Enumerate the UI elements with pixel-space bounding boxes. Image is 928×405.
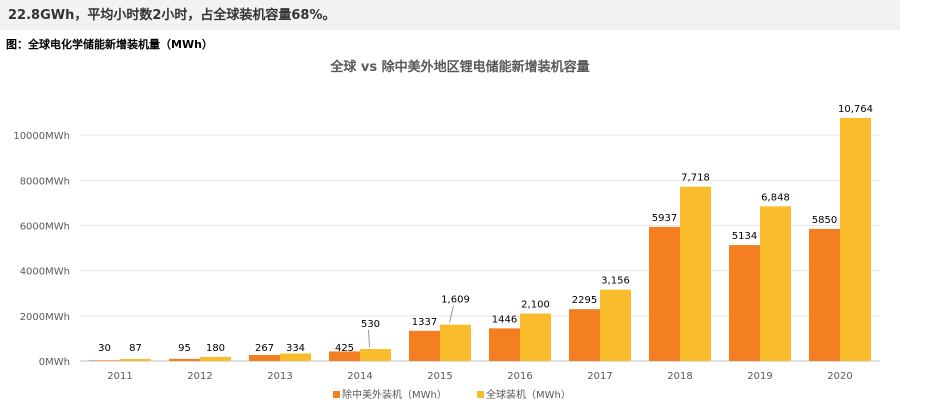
data-label: 5134 xyxy=(732,231,757,242)
bar-global[interactable] xyxy=(680,186,711,361)
intro-band xyxy=(0,0,900,30)
x-tick-label: 2013 xyxy=(267,371,292,382)
legend-swatch xyxy=(477,391,484,398)
x-tick-label: 2012 xyxy=(187,371,212,382)
data-label: 530 xyxy=(361,319,380,330)
y-tick-label: 8000MWh xyxy=(20,176,70,187)
x-tick-label: 2017 xyxy=(587,371,612,382)
bar-global[interactable] xyxy=(200,356,231,361)
data-label-leader xyxy=(368,330,370,348)
y-tick-label: 6000MWh xyxy=(20,222,70,233)
data-label: 425 xyxy=(335,343,354,354)
figure-caption: 图：全球电化学储能新增装机量（MWh） xyxy=(6,38,213,51)
bar-global[interactable] xyxy=(840,117,871,362)
data-label: 267 xyxy=(255,343,274,354)
data-label: 95 xyxy=(178,343,191,354)
data-label: 7,718 xyxy=(681,173,710,184)
x-tick-label: 2020 xyxy=(827,371,852,382)
x-tick-label: 2014 xyxy=(347,371,372,382)
bar-excl-china-us[interactable] xyxy=(249,354,280,361)
data-label: 1,609 xyxy=(441,295,470,306)
data-label: 1446 xyxy=(492,314,517,325)
data-label: 5850 xyxy=(812,215,837,226)
bar-global[interactable] xyxy=(280,353,311,361)
legend-swatch xyxy=(333,391,340,398)
data-label: 87 xyxy=(129,343,142,354)
x-tick-label: 2011 xyxy=(107,371,132,382)
bar-global[interactable] xyxy=(520,313,551,361)
x-tick-label: 2018 xyxy=(667,371,692,382)
legend-excl-china-us: 除中美外装机（MWh） xyxy=(342,388,447,401)
bar-global[interactable] xyxy=(600,289,631,361)
bar-global[interactable] xyxy=(360,349,391,361)
x-tick-label: 2019 xyxy=(747,371,772,382)
bar-excl-china-us[interactable] xyxy=(169,358,200,361)
bar-global[interactable] xyxy=(120,359,151,361)
data-label: 2,100 xyxy=(521,300,550,311)
bar-global[interactable] xyxy=(440,324,471,361)
data-label: 1337 xyxy=(412,317,437,328)
data-label: 2295 xyxy=(572,295,597,306)
bar-excl-china-us[interactable] xyxy=(729,245,760,361)
chart-title: 全球 vs 除中美外地区锂电储能新增装机容量 xyxy=(329,59,589,75)
data-label: 6,848 xyxy=(761,192,790,203)
bar-excl-china-us[interactable] xyxy=(649,226,680,361)
y-tick-label: 10000MWh xyxy=(13,131,70,142)
data-label-leader xyxy=(449,305,454,323)
bar-excl-china-us[interactable] xyxy=(329,351,360,361)
legend-global: 全球装机（MWh） xyxy=(486,388,571,401)
bar-excl-china-us[interactable] xyxy=(569,309,600,361)
y-tick-label: 0MWh xyxy=(39,357,70,368)
x-tick-label: 2016 xyxy=(507,371,532,382)
intro-text: 22.8GWh，平均小时数2小时，占全球装机容量68%。 xyxy=(8,8,336,23)
data-label: 10,764 xyxy=(838,104,873,115)
x-tick-label: 2015 xyxy=(427,371,452,382)
data-label: 334 xyxy=(286,343,305,354)
bar-excl-china-us[interactable] xyxy=(409,330,440,361)
y-tick-label: 2000MWh xyxy=(20,312,70,323)
data-label: 5937 xyxy=(652,213,677,224)
y-tick-label: 4000MWh xyxy=(20,267,70,278)
bar-excl-china-us[interactable] xyxy=(89,360,120,361)
bar-excl-china-us[interactable] xyxy=(489,328,520,361)
bar-excl-china-us[interactable] xyxy=(809,228,840,361)
data-label: 3,156 xyxy=(601,276,630,287)
data-label: 180 xyxy=(206,343,225,354)
bar-global[interactable] xyxy=(760,206,791,361)
data-label: 30 xyxy=(98,343,111,354)
